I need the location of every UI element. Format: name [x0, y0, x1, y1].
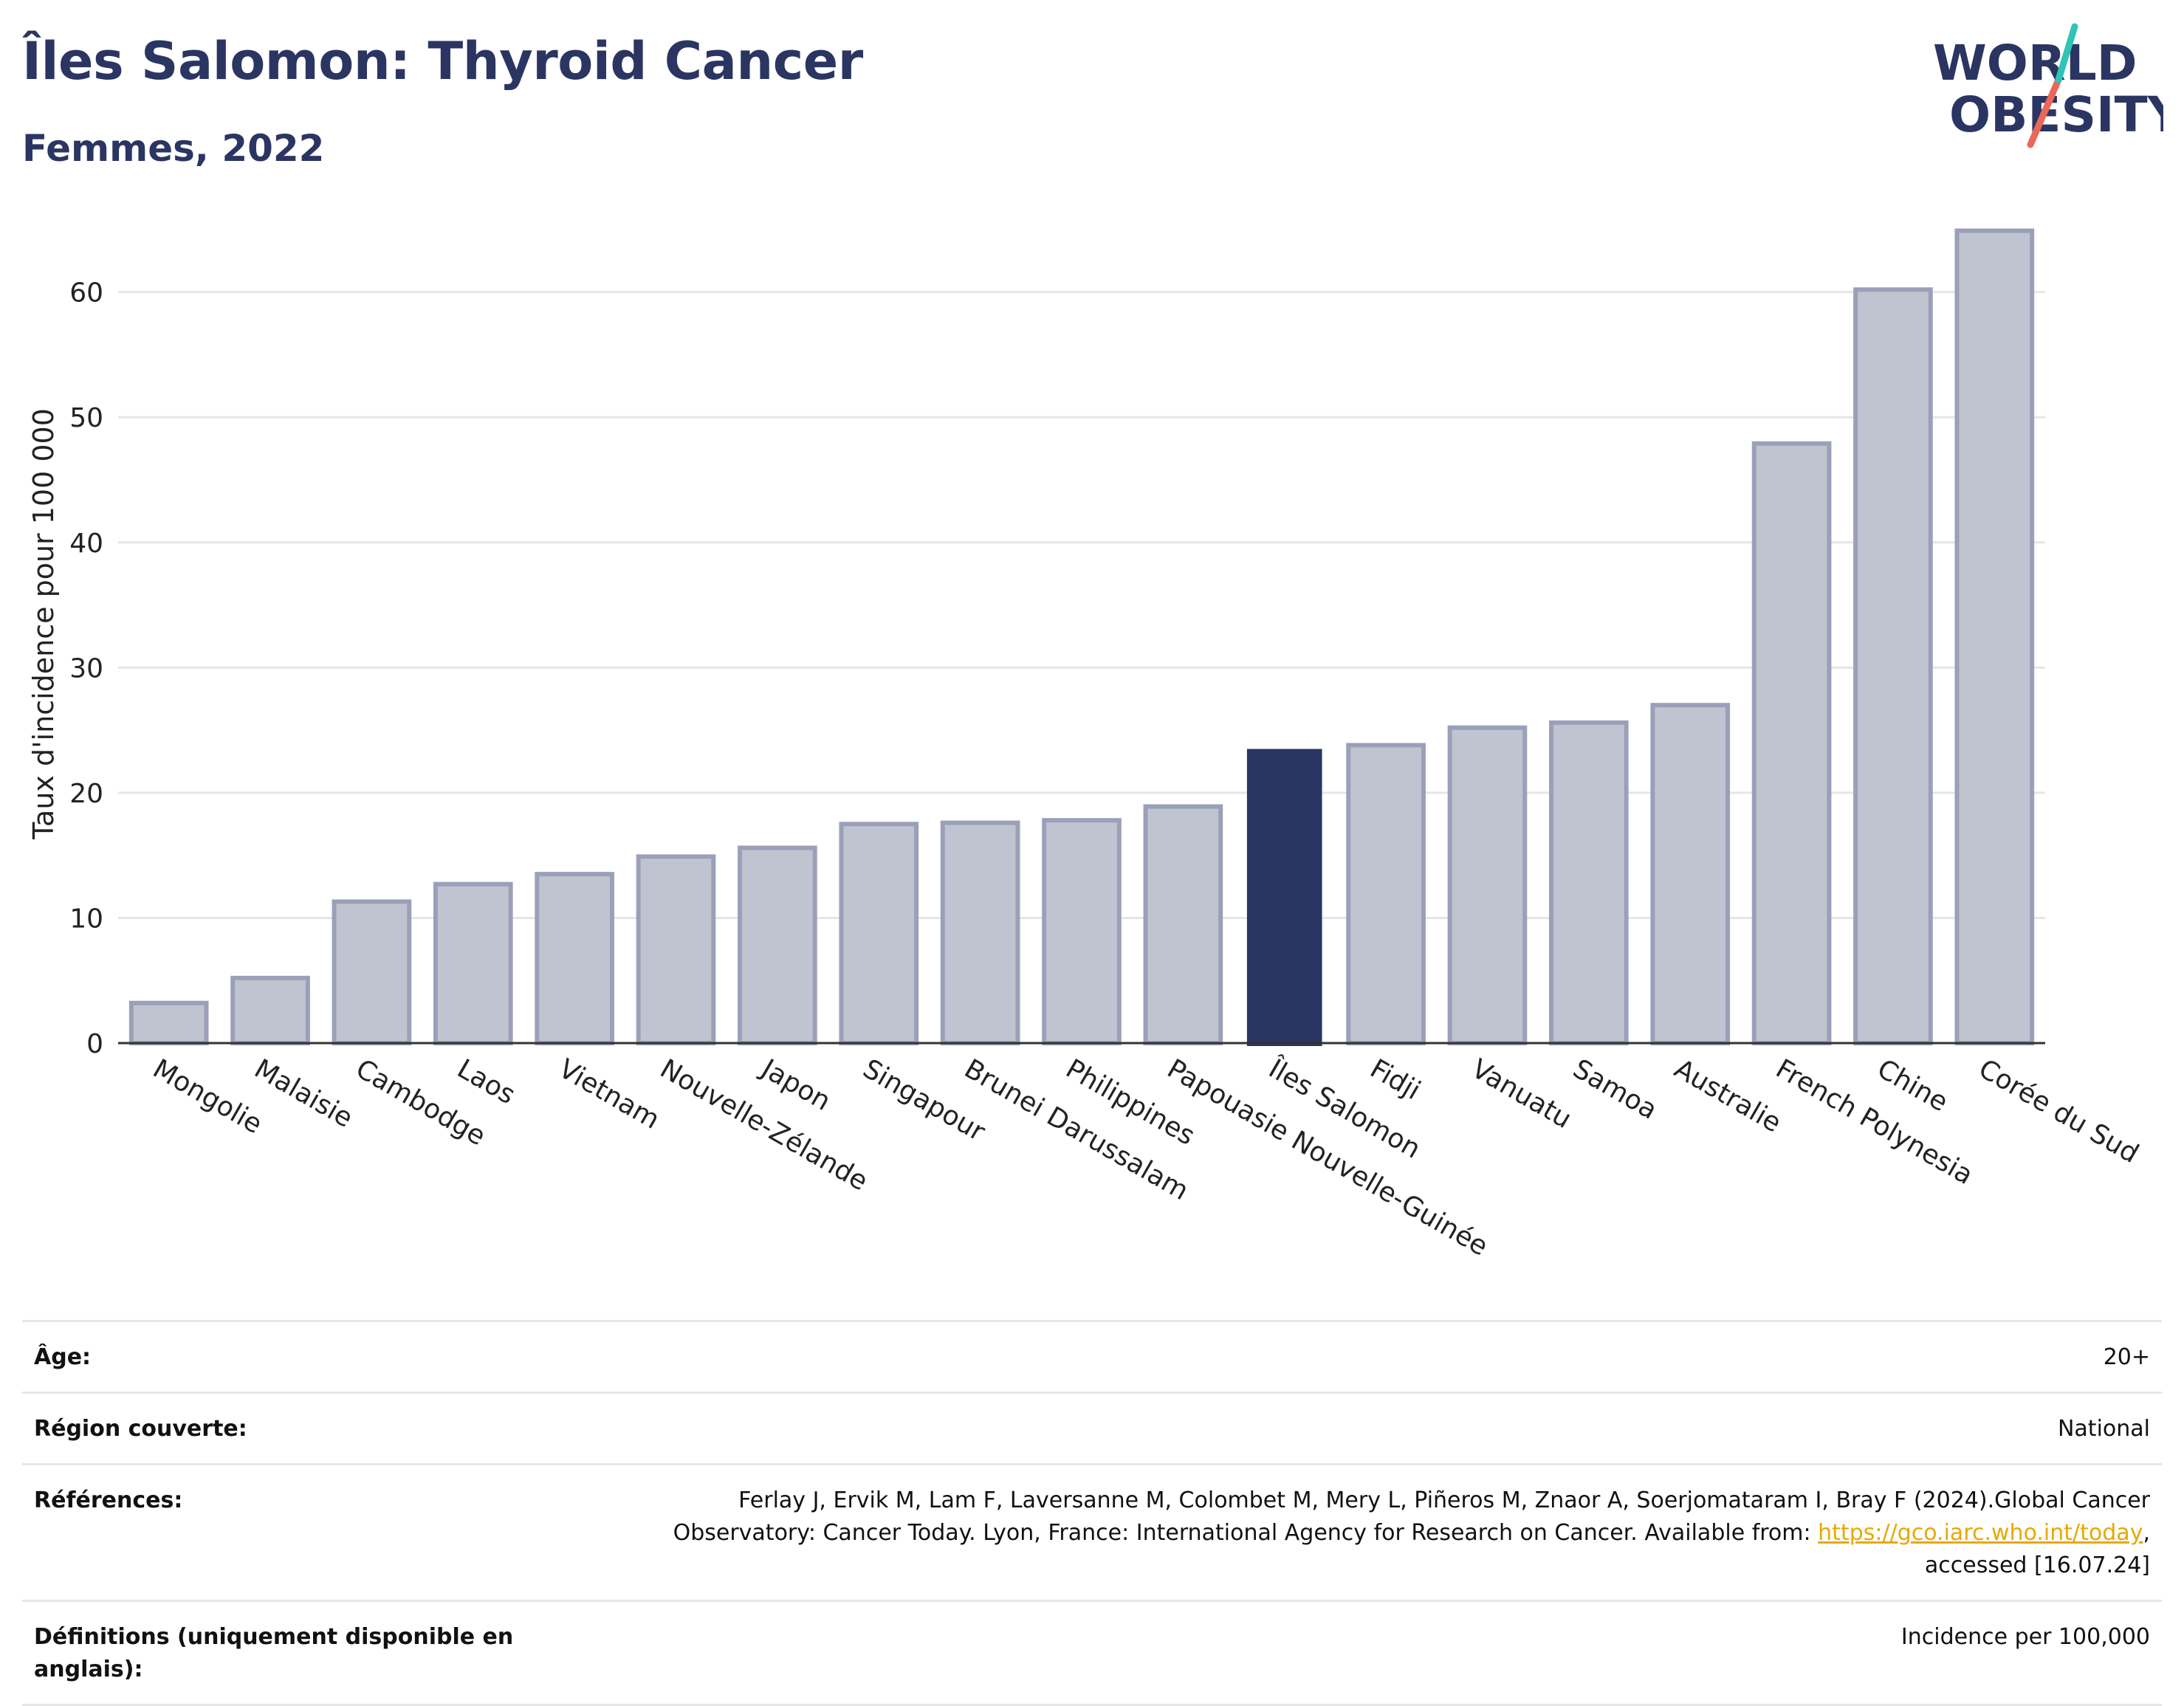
x-tick-label: Chine	[1872, 1053, 1953, 1118]
meta-row-references: Références: Ferlay J, Ervik M, Lam F, La…	[22, 1463, 2162, 1600]
logo-word-1: WORLD	[1933, 35, 2137, 92]
x-tick-label: Corée du Sud	[1974, 1053, 2144, 1169]
y-tick-label: 40	[69, 529, 103, 559]
bar-philippines	[1042, 818, 1122, 1045]
meta-row-definitions: Définitions (uniquement disponible en an…	[22, 1600, 2162, 1706]
bar-îles-salomon	[1246, 749, 1322, 1046]
bar-corée-du-sud	[1954, 228, 2035, 1045]
y-tick-label: 60	[69, 278, 103, 309]
bar-fidji	[1346, 743, 1426, 1045]
bar-brunei-darussalam	[940, 820, 1020, 1045]
y-tick-label: 20	[69, 779, 103, 809]
x-tick-label: Australie	[1669, 1053, 1786, 1138]
bars	[128, 228, 2035, 1046]
y-tick-labels: 0 10 20 30 40 50 60	[69, 278, 103, 1059]
meta-refs-tail: , accessed [16.07.24]	[1924, 1520, 2150, 1578]
bar-vanuatu	[1447, 725, 1528, 1046]
bar-malaisie	[230, 975, 310, 1046]
y-tick-label: 50	[69, 403, 103, 433]
meta-refs-value: Ferlay J, Ervik M, Lam F, Laversanne M, …	[614, 1485, 2150, 1582]
metadata-table: Âge: 20+ Région couverte: National Référ…	[22, 1320, 2162, 1706]
x-tick-label: Vietnam	[554, 1053, 665, 1135]
meta-refs-link[interactable]: https://gco.iarc.who.int/today	[1818, 1520, 2143, 1546]
meta-age-value: 20+	[2103, 1344, 2150, 1370]
x-tick-label: Mongolie	[148, 1053, 267, 1140]
page-title: Îles Salomon: Thyroid Cancer	[22, 31, 863, 92]
bar-vietnam	[535, 872, 614, 1045]
bar-mongolie	[128, 1000, 209, 1046]
bar-samoa	[1549, 720, 1629, 1045]
bar-laos	[433, 881, 513, 1045]
bar-singapour	[839, 822, 919, 1045]
bar-french-polynesia	[1751, 441, 1832, 1045]
page-subtitle: Femmes, 2022	[22, 127, 325, 170]
x-tick-label: Fidji	[1365, 1053, 1426, 1106]
y-tick-label: 30	[69, 653, 103, 684]
logo-word-2: OBESITY	[1949, 86, 2163, 143]
meta-age-label: Âge:	[34, 1344, 92, 1370]
meta-region-value: National	[2057, 1416, 2150, 1442]
y-tick-label: 0	[86, 1029, 103, 1059]
bar-australie	[1650, 703, 1731, 1045]
meta-row-age: Âge: 20+	[22, 1320, 2162, 1392]
x-tick-label: Malaisie	[250, 1053, 358, 1134]
bar-nouvelle-zélande	[636, 854, 716, 1046]
x-tick-label: Vanuatu	[1466, 1053, 1576, 1135]
meta-refs-label: Références:	[34, 1487, 183, 1513]
x-tick-label: French Polynesia	[1771, 1053, 1978, 1191]
x-tick-label: Japon	[755, 1053, 836, 1117]
y-tick-label: 10	[69, 904, 103, 934]
bar-chine	[1853, 287, 1933, 1046]
y-axis-label: Taux d'incidence pour 100 000	[27, 408, 60, 840]
world-obesity-logo: WORLD OBESITY	[1933, 23, 2163, 148]
meta-region-label: Région couverte:	[34, 1416, 247, 1442]
meta-refs-text: Ferlay J, Ervik M, Lam F, Laversanne M, …	[673, 1487, 2150, 1546]
x-tick-label: Samoa	[1567, 1053, 1662, 1126]
meta-defs-label: Définitions (uniquement disponible en an…	[34, 1624, 514, 1682]
bar-japon	[738, 845, 817, 1045]
meta-row-region: Région couverte: National	[22, 1392, 2162, 1463]
bar-cambodge	[332, 899, 412, 1046]
meta-defs-value: Incidence per 100,000	[1900, 1624, 2150, 1650]
bar-papouasie-nouvelle-guinée	[1143, 804, 1223, 1045]
x-tick-label: Laos	[452, 1053, 520, 1110]
